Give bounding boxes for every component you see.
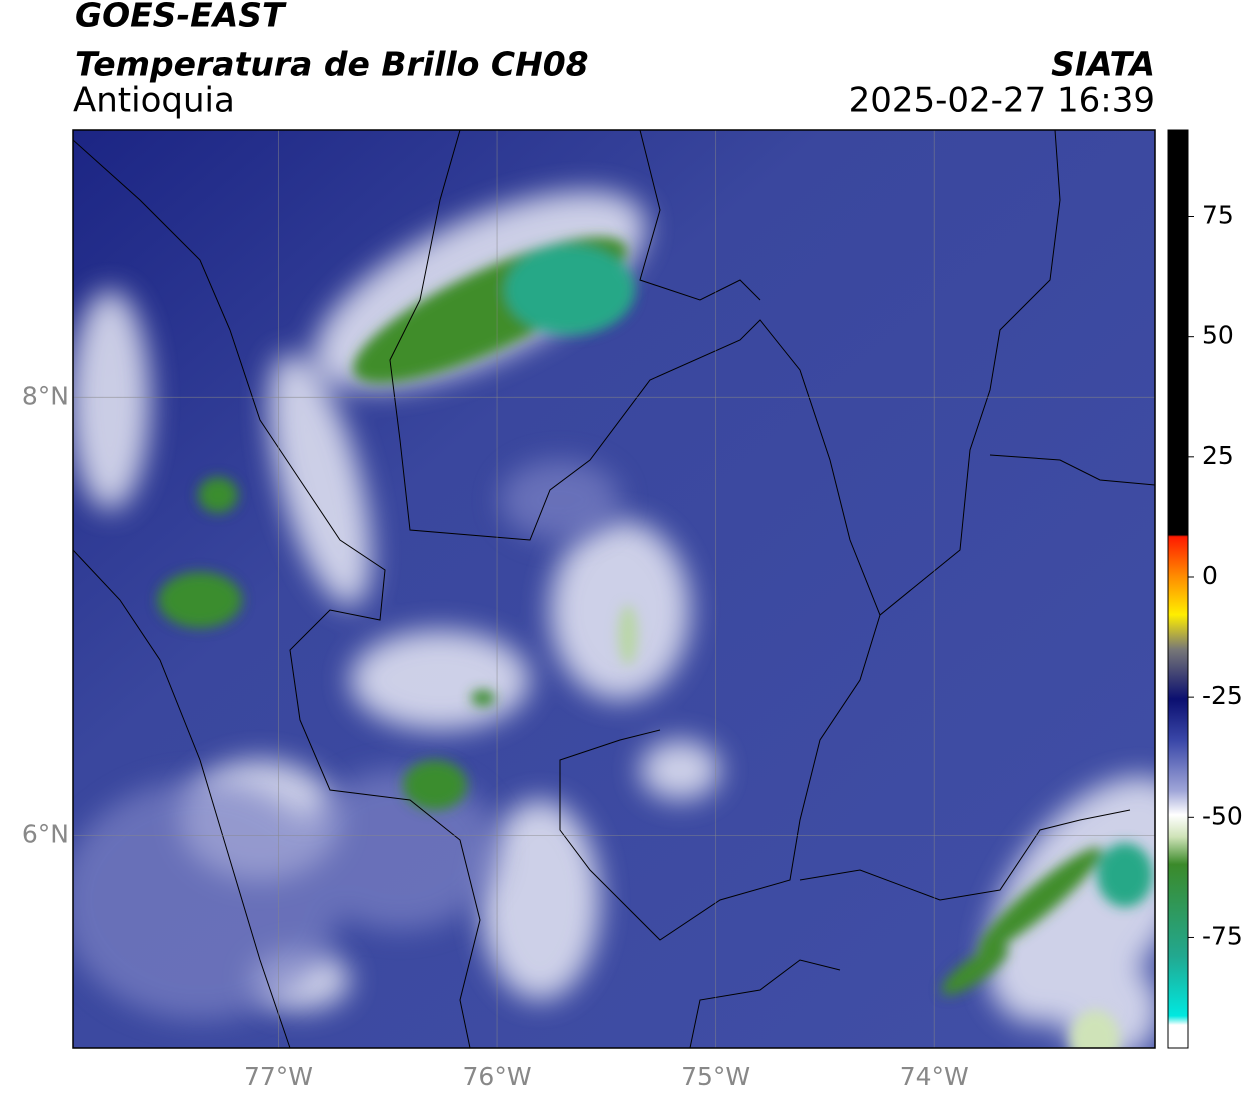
lon-tick-label: 75°W [681, 1062, 750, 1091]
map-frame [72, 129, 1156, 1049]
title: GOES-EAST [75, 0, 287, 35]
lat-tick-label: 8°N [22, 381, 69, 410]
colorbar-tick-label: 25 [1202, 441, 1234, 470]
colorbar [1167, 129, 1189, 1049]
lat-tick-label: 6°N [22, 819, 69, 848]
satellite-image [73, 130, 1155, 1048]
datetime: 2025-02-27 16:39 [849, 81, 1155, 121]
lon-tick-label: 77°W [244, 1062, 313, 1091]
colorbar-tick-label: -25 [1202, 681, 1243, 710]
region: Antioquia [73, 81, 235, 121]
colorbar-tick-label: -50 [1202, 801, 1243, 830]
source: SIATA [1051, 45, 1155, 84]
subtitle: Temperatura de Brillo CH08 [75, 45, 589, 84]
colorbar-tick-label: 50 [1202, 321, 1234, 350]
lon-tick-label: 76°W [463, 1062, 532, 1091]
colorbar-tick-label: 0 [1202, 561, 1218, 590]
colorbar-tick-label: -75 [1202, 921, 1243, 950]
colorbar-tick-label: 75 [1202, 201, 1234, 230]
lon-tick-label: 74°W [900, 1062, 969, 1091]
grid [73, 130, 1155, 1048]
